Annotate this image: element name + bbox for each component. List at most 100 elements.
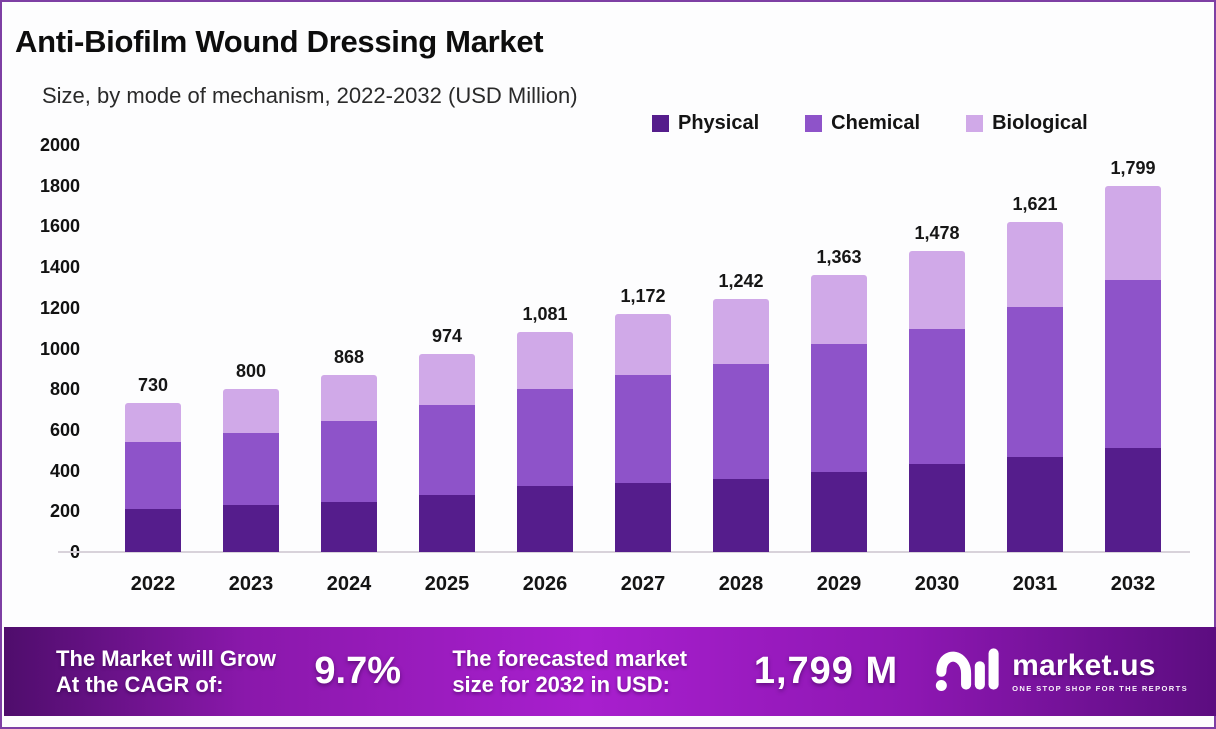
physical-swatch-icon <box>652 115 669 132</box>
x-tick-2022: 2022 <box>130 573 176 595</box>
bar-segment-biological-2023 <box>223 389 279 433</box>
x-tick-2032: 2032 <box>1110 573 1156 595</box>
bar-2030: 1,478 2030 <box>909 145 965 595</box>
y-tick-1800: 1800 <box>39 175 80 196</box>
bar-total-label-2030: 1,478 <box>914 223 960 244</box>
bar-segment-chemical-2024 <box>321 420 377 502</box>
bar-segment-biological-2029 <box>811 274 867 345</box>
bar-segment-physical-2025 <box>419 495 475 552</box>
bar-segment-physical-2027 <box>615 483 671 552</box>
legend-label: Chemical <box>831 112 921 134</box>
bar-2028: 1,242 2028 <box>713 145 769 595</box>
bar-segment-biological-2025 <box>419 353 475 406</box>
legend-item-chemical: Chemical <box>805 112 920 135</box>
bar-2026: 1,081 2026 <box>517 145 573 595</box>
bar-total-label-2024: 868 <box>333 347 365 368</box>
legend-item-biological: Biological <box>966 112 1088 135</box>
x-tick-2030: 2030 <box>914 573 960 595</box>
forecast-value: 1,799 M <box>753 650 899 692</box>
y-axis: 0200400600800100012001400160018002000 <box>2 135 86 562</box>
bar-segment-physical-2028 <box>713 479 769 552</box>
bar-segment-biological-2031 <box>1007 222 1063 308</box>
brand-name: market.us <box>1012 648 1156 682</box>
bar-total-label-2031: 1,621 <box>1012 194 1058 215</box>
cagr-caption: The Market will Grow At the CAGR of: <box>56 646 314 698</box>
bar-segment-chemical-2025 <box>419 405 475 496</box>
bar-2024: 868 2024 <box>321 145 377 595</box>
bar-segment-biological-2022 <box>125 403 181 443</box>
x-axis-baseline <box>58 551 1190 553</box>
bar-total-label-2023: 800 <box>235 361 267 382</box>
x-tick-2029: 2029 <box>816 573 862 595</box>
y-tick-200: 200 <box>49 501 80 522</box>
bar-segment-chemical-2030 <box>909 328 965 464</box>
bar-segment-biological-2027 <box>615 313 671 375</box>
y-tick-2000: 2000 <box>39 135 80 155</box>
bar-segment-chemical-2032 <box>1105 280 1161 448</box>
chemical-swatch-icon <box>805 115 823 132</box>
y-tick-400: 400 <box>49 460 80 481</box>
bar-segment-physical-2029 <box>811 472 867 552</box>
bar-segment-chemical-2031 <box>1007 307 1063 458</box>
bar-segment-chemical-2023 <box>223 432 279 506</box>
bar-segment-physical-2022 <box>125 509 181 552</box>
bar-2032: 1,799 2032 <box>1105 145 1161 595</box>
y-tick-800: 800 <box>49 379 80 400</box>
x-tick-2024: 2024 <box>326 573 372 595</box>
bar-segment-physical-2030 <box>909 463 965 552</box>
bar-total-label-2026: 1,081 <box>522 304 568 325</box>
bar-segment-biological-2026 <box>517 332 573 390</box>
bar-segment-physical-2023 <box>223 505 279 552</box>
y-tick-1000: 1000 <box>39 338 80 359</box>
x-tick-2025: 2025 <box>424 573 470 595</box>
bar-total-label-2027: 1,172 <box>620 285 666 306</box>
y-tick-1600: 1600 <box>39 216 80 237</box>
bar-segment-biological-2032 <box>1105 185 1161 281</box>
bar-total-label-2025: 974 <box>431 325 463 346</box>
bar-total-label-2029: 1,363 <box>816 246 862 267</box>
bar-2031: 1,621 2031 <box>1007 145 1063 595</box>
x-tick-2028: 2028 <box>718 573 764 595</box>
forecast-caption-line2: size for 2032 in USD: <box>452 671 670 697</box>
legend-label: Biological <box>992 112 1088 134</box>
chart-legend: Physical Chemical Biological <box>652 112 1088 135</box>
bar-segment-chemical-2029 <box>811 344 867 473</box>
footer-banner: The Market will Grow At the CAGR of: 9.7… <box>4 627 1216 716</box>
legend-label: Physical <box>678 112 760 134</box>
bar-segment-biological-2030 <box>909 251 965 329</box>
cagr-caption-line2: At the CAGR of: <box>56 671 224 697</box>
bar-segment-chemical-2022 <box>125 442 181 510</box>
marketus-logo-text: market.us ONE STOP SHOP FOR THE REPORTS <box>1012 648 1188 693</box>
y-tick-600: 600 <box>49 419 80 440</box>
bar-segment-biological-2028 <box>713 299 769 364</box>
bar-2027: 1,172 2027 <box>615 145 671 595</box>
forecast-caption-line1: The forecasted market <box>452 645 688 671</box>
forecast-caption: The forecasted market size for 2032 in U… <box>452 646 754 698</box>
legend-item-physical: Physical <box>652 112 759 135</box>
marketus-logo: market.us ONE STOP SHOP FOR THE REPORTS <box>934 643 1188 700</box>
bar-segment-chemical-2028 <box>713 363 769 480</box>
bar-segment-chemical-2027 <box>615 374 671 484</box>
bar-segment-biological-2024 <box>321 375 377 421</box>
bar-2023: 800 2023 <box>223 145 279 595</box>
bar-2025: 974 2025 <box>419 145 475 595</box>
x-tick-2023: 2023 <box>228 573 274 595</box>
bar-2029: 1,363 2029 <box>811 145 867 595</box>
bar-total-label-2022: 730 <box>137 375 169 396</box>
bar-segment-chemical-2026 <box>517 389 573 487</box>
x-tick-2031: 2031 <box>1012 573 1058 595</box>
bar-segment-physical-2031 <box>1007 457 1063 552</box>
marketus-logo-icon <box>934 643 1000 700</box>
cagr-value: 9.7% <box>314 650 402 692</box>
bar-segment-physical-2026 <box>517 486 573 552</box>
bar-segment-physical-2024 <box>321 501 377 552</box>
bar-total-label-2028: 1,242 <box>718 271 764 292</box>
x-tick-2026: 2026 <box>522 573 568 595</box>
biological-swatch-icon <box>966 115 984 132</box>
cagr-caption-line1: The Market will Grow <box>56 645 277 671</box>
x-tick-2027: 2027 <box>620 573 666 595</box>
y-tick-1400: 1400 <box>39 257 80 278</box>
y-tick-1200: 1200 <box>39 297 80 318</box>
bar-chart-plot: 730 2022 800 2023 868 2024 974 2025 1,081 2026 1,1… <box>58 145 1190 595</box>
